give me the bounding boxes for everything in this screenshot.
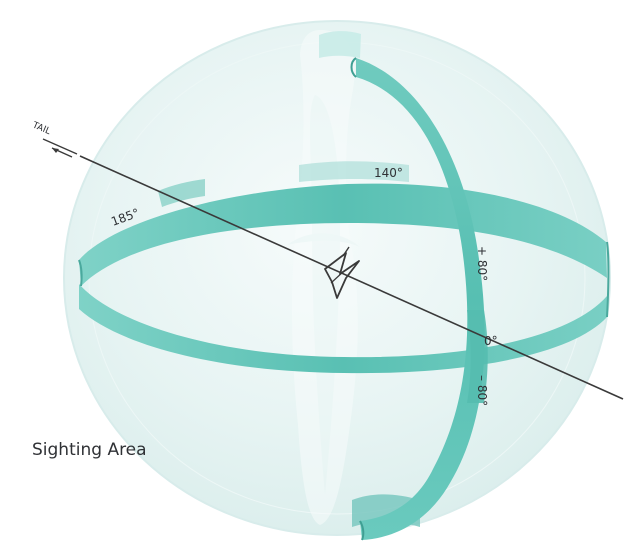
- zero-degree-label: 0°: [484, 334, 498, 348]
- sighting-area-caption: Sighting Area: [32, 440, 147, 460]
- vertical-ring-front-overlap: [467, 310, 488, 403]
- rear-band-segments: [158, 31, 420, 527]
- aircraft-axis: [42, 138, 624, 400]
- minus-80-label: – 80°: [475, 375, 489, 406]
- tail-label: TAIL: [30, 120, 52, 137]
- angle-140-label: 140°: [374, 166, 403, 180]
- tail-arrow: [51, 147, 73, 158]
- aircraft-icon: [324, 246, 360, 299]
- arrow-left-icon: [52, 148, 59, 153]
- plus-80-label: + 80°: [475, 246, 489, 281]
- vertical-elevation-ring: [350, 57, 485, 541]
